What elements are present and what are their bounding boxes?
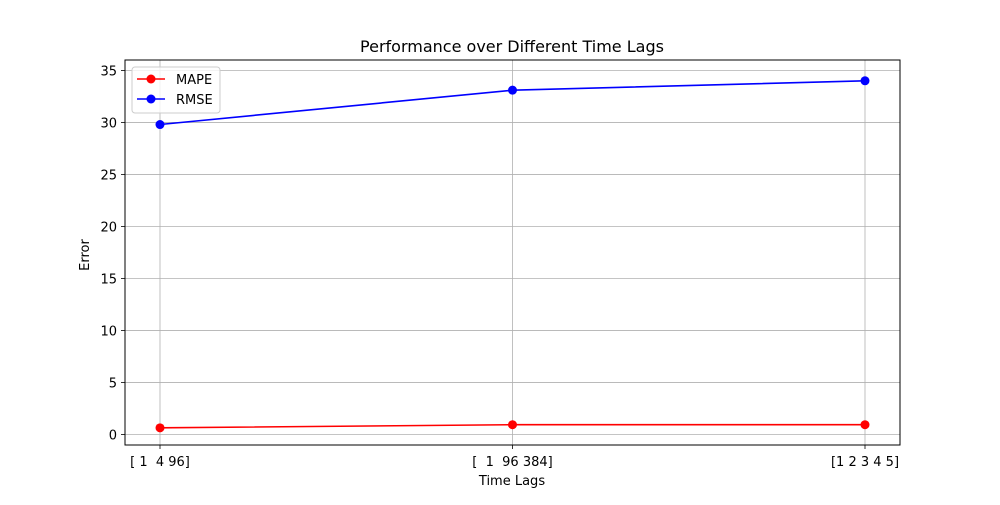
chart-title: Performance over Different Time Lags	[360, 37, 664, 56]
mape-data-point	[860, 420, 870, 430]
y-tick-label: 35	[100, 64, 117, 79]
rmse-legend-label: RMSE	[176, 93, 213, 108]
y-axis-label: Error	[78, 239, 93, 271]
mape-legend-marker	[146, 74, 156, 84]
x-tick-label: [ 1 4 96]	[130, 455, 190, 470]
mape-data-point	[155, 423, 165, 433]
y-tick-label: 5	[109, 377, 117, 392]
y-tick-label: 0	[109, 429, 117, 444]
axis-ticks: 0 5 10 15 20 25 30 35 [ 1 4 96] [ 1 96 384] [1 2 3…	[100, 64, 899, 470]
y-tick-label: 20	[100, 220, 117, 235]
x-axis-label: Time Lags	[478, 474, 545, 489]
rmse-data-point	[508, 85, 517, 95]
y-tick-label: 15	[100, 273, 117, 288]
rmse-data-point	[155, 120, 165, 130]
y-tick-label: 25	[100, 168, 117, 183]
legend: MAPE RMSE	[131, 66, 221, 114]
rmse-data-point	[860, 76, 870, 86]
mape-data-point	[508, 420, 517, 430]
series-lines	[155, 76, 870, 433]
rmse-legend-marker	[146, 94, 156, 104]
grid-lines	[125, 60, 900, 445]
y-tick-label: 10	[100, 325, 117, 340]
mape-legend-label: MAPE	[176, 73, 212, 88]
y-tick-label: 30	[100, 116, 117, 131]
x-tick-label: [1 2 3 4 5]	[831, 455, 899, 470]
x-tick-label: [ 1 96 384]	[472, 455, 552, 470]
